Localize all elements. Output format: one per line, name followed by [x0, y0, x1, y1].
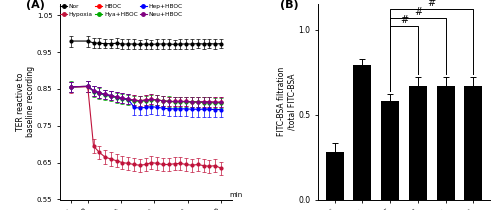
Text: #: #	[428, 0, 436, 8]
Text: #: #	[414, 7, 422, 17]
Text: #: #	[400, 15, 408, 25]
Text: (A): (A)	[26, 0, 44, 10]
Bar	[354, 65, 372, 200]
Y-axis label: TER reactive to
baseline recording: TER reactive to baseline recording	[16, 66, 36, 137]
Bar	[436, 86, 454, 200]
Bar	[381, 101, 399, 200]
Text: min: min	[229, 192, 242, 198]
Bar	[409, 86, 427, 200]
Legend: Nor, Hypoxia, HBOC, Hya+HBOC, Hep+HBOC, Neu+HBOC: Nor, Hypoxia, HBOC, Hya+HBOC, Hep+HBOC, …	[60, 3, 184, 17]
Text: (B): (B)	[280, 0, 299, 10]
Bar	[326, 152, 344, 200]
Bar	[464, 86, 482, 200]
Y-axis label: FITC-BSA filtration
/total FITC-BSA: FITC-BSA filtration /total FITC-BSA	[278, 67, 297, 136]
